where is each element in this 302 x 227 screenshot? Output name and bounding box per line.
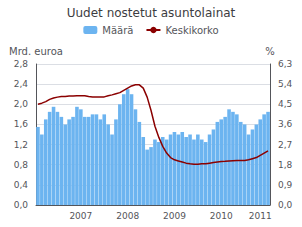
svg-text:0,0: 0,0 [278, 200, 293, 210]
svg-text:Määrä: Määrä [102, 25, 133, 36]
svg-text:2,8: 2,8 [14, 59, 29, 69]
svg-text:0,4: 0,4 [14, 180, 29, 190]
svg-text:2011: 2011 [249, 211, 272, 221]
svg-text:2008: 2008 [116, 211, 139, 221]
svg-text:0,9: 0,9 [278, 180, 293, 190]
svg-text:%: % [265, 46, 275, 57]
svg-text:2,7: 2,7 [278, 140, 292, 150]
svg-text:0,8: 0,8 [14, 160, 29, 170]
svg-text:1,8: 1,8 [278, 160, 293, 170]
svg-text:2,0: 2,0 [14, 99, 29, 109]
svg-text:2007: 2007 [69, 211, 92, 221]
svg-text:2,4: 2,4 [14, 79, 29, 89]
svg-text:Mrd. euroa: Mrd. euroa [9, 46, 63, 57]
svg-text:0,0: 0,0 [14, 200, 29, 210]
svg-text:5,4: 5,4 [278, 79, 293, 89]
svg-text:3,6: 3,6 [278, 119, 293, 129]
svg-text:Uudet nostetut asuntolainat: Uudet nostetut asuntolainat [67, 6, 236, 20]
svg-text:2010: 2010 [210, 211, 233, 221]
svg-text:6,3: 6,3 [278, 59, 292, 69]
svg-text:1,2: 1,2 [14, 140, 28, 150]
svg-text:1,6: 1,6 [14, 119, 29, 129]
svg-text:Keskikorko: Keskikorko [165, 25, 218, 36]
svg-text:2009: 2009 [163, 211, 186, 221]
svg-text:4,5: 4,5 [278, 99, 292, 109]
